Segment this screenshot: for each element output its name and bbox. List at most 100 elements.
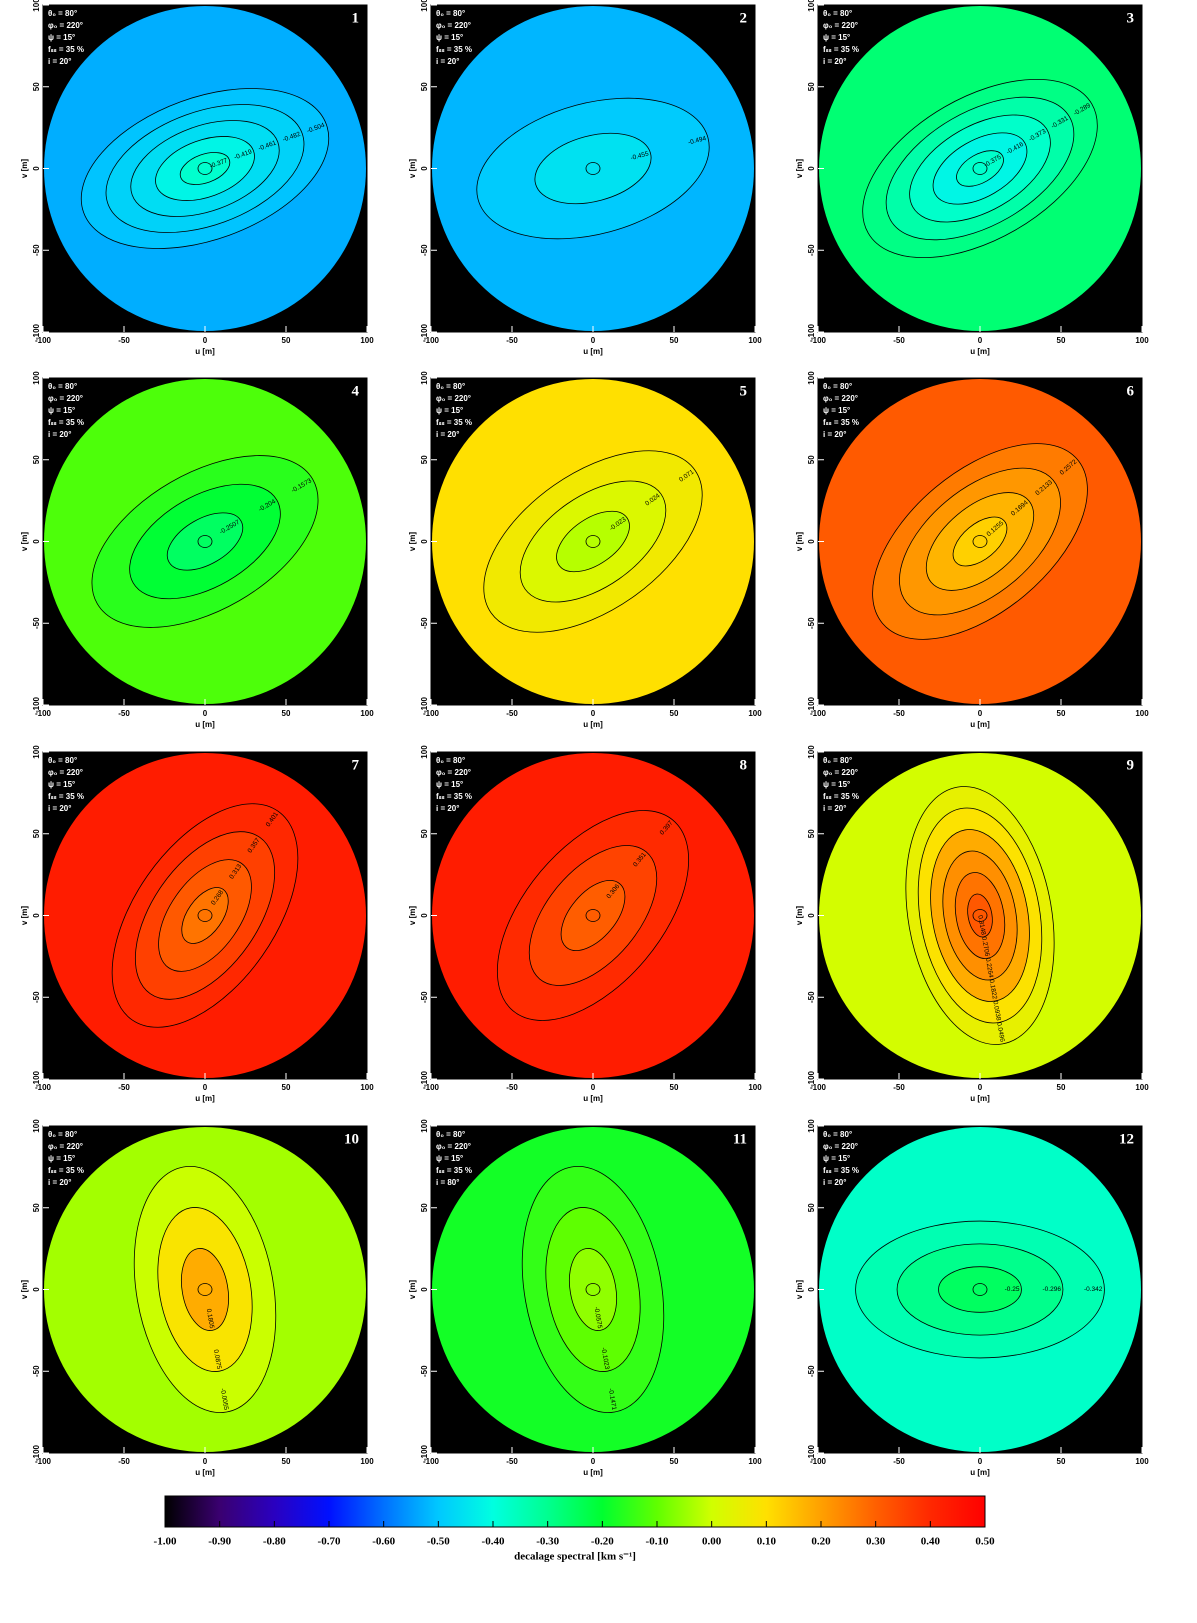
parameter: ψ = 15° bbox=[436, 406, 463, 415]
contour-label: -0.342 bbox=[1084, 1286, 1103, 1293]
y-tick-label: 50 bbox=[807, 829, 816, 838]
y-axis-label: v [m] bbox=[20, 906, 29, 925]
x-axis-label: u [m] bbox=[970, 1094, 990, 1103]
parameter: ψ = 15° bbox=[823, 1154, 850, 1163]
parameter: ψ = 15° bbox=[48, 1154, 75, 1163]
y-tick-label: 100 bbox=[807, 1119, 816, 1133]
panel-number: 4 bbox=[352, 383, 360, 399]
colorbar-tick-label: 0.40 bbox=[921, 1536, 941, 1548]
colorbar-tick-label: -0.20 bbox=[591, 1536, 614, 1548]
parameter: ψ = 15° bbox=[823, 780, 850, 789]
x-tick-label: -50 bbox=[506, 1457, 518, 1466]
y-tick-label: 50 bbox=[32, 82, 41, 91]
y-tick-label: 0 bbox=[420, 1287, 429, 1292]
colorbar-tick-label: -0.60 bbox=[372, 1536, 395, 1548]
x-tick-label: 0 bbox=[591, 1083, 596, 1092]
parameter: i = 20° bbox=[436, 57, 459, 66]
panel-number: 3 bbox=[1127, 10, 1135, 26]
contour-group: -0.289-0.331-0.373-0.416-0.375 bbox=[862, 78, 1098, 259]
parameter: ψ = 15° bbox=[436, 780, 463, 789]
parameter: φ₀ = 220° bbox=[48, 768, 83, 777]
parameter: ψ = 15° bbox=[823, 33, 850, 42]
parameter: fₛₛ = 35 % bbox=[823, 1166, 859, 1175]
x-tick-label: 50 bbox=[282, 1457, 291, 1466]
y-axis-label: v [m] bbox=[408, 906, 417, 925]
colorbar-tick-label: 0.10 bbox=[757, 1536, 777, 1548]
parameter: i = 20° bbox=[823, 804, 846, 813]
x-tick-label: 100 bbox=[748, 1083, 762, 1092]
y-tick-label: 0 bbox=[807, 1287, 816, 1292]
contour-group: -0.0055 0.0875 0.1805 bbox=[133, 1166, 277, 1413]
y-tick-label: -100 bbox=[32, 1070, 41, 1087]
x-tick-label: 100 bbox=[748, 1457, 762, 1466]
y-tick-label: 0 bbox=[420, 913, 429, 918]
y-axis-label: v [m] bbox=[795, 906, 804, 925]
y-tick-label: 100 bbox=[32, 1119, 41, 1133]
y-axis-label: v [m] bbox=[408, 1280, 417, 1299]
contour-label: 0.0938 bbox=[991, 1000, 1001, 1021]
parameter: θ₀ = 80° bbox=[436, 1130, 465, 1139]
contour bbox=[952, 516, 1008, 567]
parameter: fₛₛ = 35 % bbox=[823, 418, 859, 427]
contour-label: 0.1822 bbox=[988, 979, 998, 1000]
x-tick-label: -50 bbox=[506, 336, 518, 345]
x-axis-label: u [m] bbox=[970, 720, 990, 729]
y-tick-label: 0 bbox=[420, 166, 429, 171]
contour-center bbox=[197, 1283, 213, 1296]
y-axis-label: v [m] bbox=[408, 159, 417, 178]
parameter: ψ = 15° bbox=[436, 1154, 463, 1163]
y-tick-label: -50 bbox=[807, 991, 816, 1003]
y-tick-label: -50 bbox=[420, 1365, 429, 1377]
contour-label: -0.25 bbox=[1005, 1286, 1020, 1293]
y-tick-label: 50 bbox=[420, 455, 429, 464]
panel-number: 1 bbox=[352, 10, 360, 26]
y-tick-label: -50 bbox=[420, 617, 429, 629]
y-tick-label: 50 bbox=[807, 82, 816, 91]
parameter: i = 80° bbox=[436, 1178, 459, 1187]
y-tick-label: -100 bbox=[32, 323, 41, 340]
parameter: φ₀ = 220° bbox=[436, 21, 471, 30]
contour-label: -0.455 bbox=[630, 150, 650, 162]
y-tick-label: -50 bbox=[32, 1365, 41, 1377]
y-tick-label: -50 bbox=[32, 617, 41, 629]
contour-center bbox=[585, 1283, 601, 1296]
contour bbox=[181, 887, 229, 944]
y-axis-label: v [m] bbox=[795, 532, 804, 551]
x-axis-label: u [m] bbox=[195, 347, 215, 356]
parameter: φ₀ = 220° bbox=[823, 394, 858, 403]
x-tick-label: 50 bbox=[670, 1457, 679, 1466]
y-axis-label: v [m] bbox=[795, 1280, 804, 1299]
x-tick-label: -50 bbox=[506, 1083, 518, 1092]
x-tick-label: 50 bbox=[1057, 1457, 1066, 1466]
y-tick-label: 50 bbox=[32, 455, 41, 464]
parameter: i = 20° bbox=[48, 57, 71, 66]
x-tick-label: -50 bbox=[118, 336, 130, 345]
y-tick-label: 100 bbox=[420, 1119, 429, 1133]
parameter: θ₀ = 80° bbox=[48, 1130, 77, 1139]
colorbar-tick-label: -0.50 bbox=[427, 1536, 450, 1548]
contour-label: -0.0055 bbox=[219, 1388, 230, 1411]
contour-label: -0.1471 bbox=[607, 1388, 618, 1411]
parameter: i = 20° bbox=[823, 57, 846, 66]
x-tick-label: -100 bbox=[423, 1457, 440, 1466]
y-tick-label: 100 bbox=[32, 0, 41, 12]
y-tick-label: 50 bbox=[420, 829, 429, 838]
x-tick-label: -50 bbox=[506, 709, 518, 718]
y-tick-label: -50 bbox=[807, 617, 816, 629]
y-tick-label: -100 bbox=[420, 1444, 429, 1461]
contour-center bbox=[197, 909, 213, 922]
parameter: i = 20° bbox=[48, 430, 71, 439]
parameter: φ₀ = 220° bbox=[436, 768, 471, 777]
x-tick-label: 50 bbox=[670, 1083, 679, 1092]
parameter: θ₀ = 80° bbox=[48, 756, 77, 765]
parameter: φ₀ = 220° bbox=[823, 1142, 858, 1151]
x-axis-label: u [m] bbox=[583, 720, 603, 729]
y-tick-label: 100 bbox=[420, 371, 429, 385]
y-tick-label: 0 bbox=[32, 539, 41, 544]
y-tick-label: -100 bbox=[807, 1444, 816, 1461]
parameter: fₛₛ = 35 % bbox=[48, 792, 84, 801]
x-tick-label: 0 bbox=[978, 1083, 983, 1092]
